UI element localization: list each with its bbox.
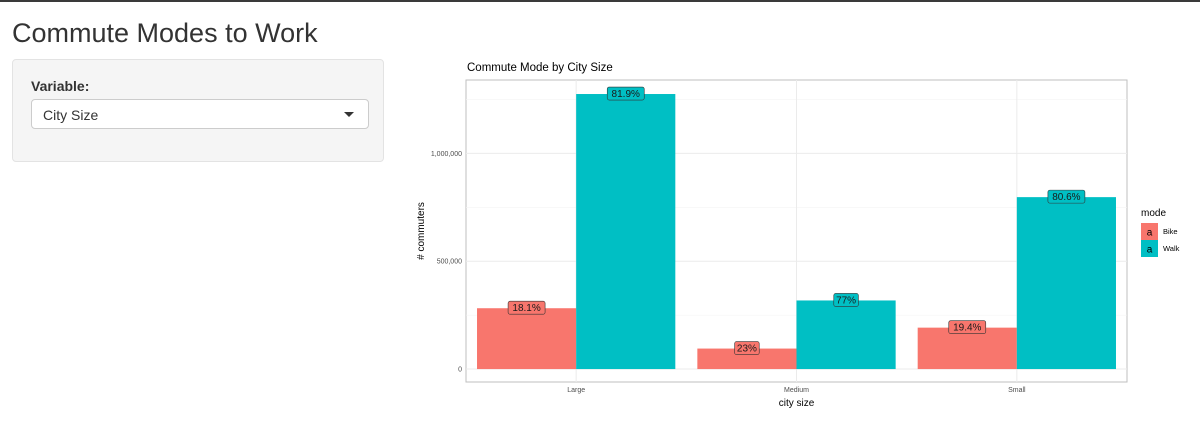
data-label-box — [507, 300, 546, 315]
y-axis: 0 500,000 1,000,000 — [431, 151, 462, 374]
bar-chart: Commute Mode by City Size 18.1% 23% 19.4% 8… — [416, 62, 1180, 409]
legend-key — [1141, 240, 1158, 257]
data-label: 18.1% — [512, 303, 540, 314]
y-tick-label: 500,000 — [437, 259, 462, 266]
y-axis-title: # commuters — [416, 202, 427, 260]
data-label-box — [948, 320, 987, 334]
legend-label: Bike — [1163, 227, 1178, 236]
bar — [917, 327, 1017, 370]
legend-key-glyph: a — [1147, 245, 1153, 256]
data-label-box — [833, 293, 859, 307]
legend-key-glyph: a — [1147, 228, 1153, 239]
y-tick-label: 0 — [458, 367, 462, 374]
data-label: 81.9% — [612, 89, 640, 100]
chevron-down-icon — [344, 112, 354, 117]
bar — [477, 308, 577, 370]
variable-select[interactable]: City Size — [31, 99, 369, 129]
bar — [1016, 197, 1116, 370]
legend-title: mode — [1141, 208, 1166, 219]
x-tick-label: Medium — [784, 387, 809, 394]
data-label: 77% — [836, 295, 856, 306]
page-title: Commute Modes to Work — [12, 18, 318, 48]
data-labels-layer: 18.1% 23% 19.4% 81.9% 77% 80.6% — [507, 86, 1086, 355]
variable-label: Variable: — [31, 78, 90, 94]
data-label: 19.4% — [953, 323, 981, 334]
legend-label: Walk — [1163, 244, 1180, 253]
data-label: 23% — [737, 344, 757, 355]
chart-title: Commute Mode by City Size — [467, 62, 613, 74]
x-tick-label: Large — [567, 387, 585, 394]
legend-key — [1141, 223, 1158, 240]
bar — [576, 94, 676, 370]
x-axis-title: city size — [779, 398, 815, 409]
data-label-box — [734, 341, 760, 355]
bar — [697, 348, 797, 370]
bar — [796, 300, 896, 370]
legend: mode a Bike a Walk — [1141, 208, 1180, 257]
x-axis: Large Medium Small — [567, 387, 1026, 394]
x-tick-label: Small — [1008, 387, 1026, 394]
variable-select-value: City Size — [43, 107, 99, 123]
bars-layer — [477, 94, 1116, 370]
sidebar-panel: Variable: City Size — [12, 59, 384, 162]
y-tick-label: 1,000,000 — [431, 151, 462, 158]
data-label-box — [606, 86, 645, 101]
data-label-box — [1047, 189, 1086, 204]
data-label: 80.6% — [1052, 192, 1080, 203]
